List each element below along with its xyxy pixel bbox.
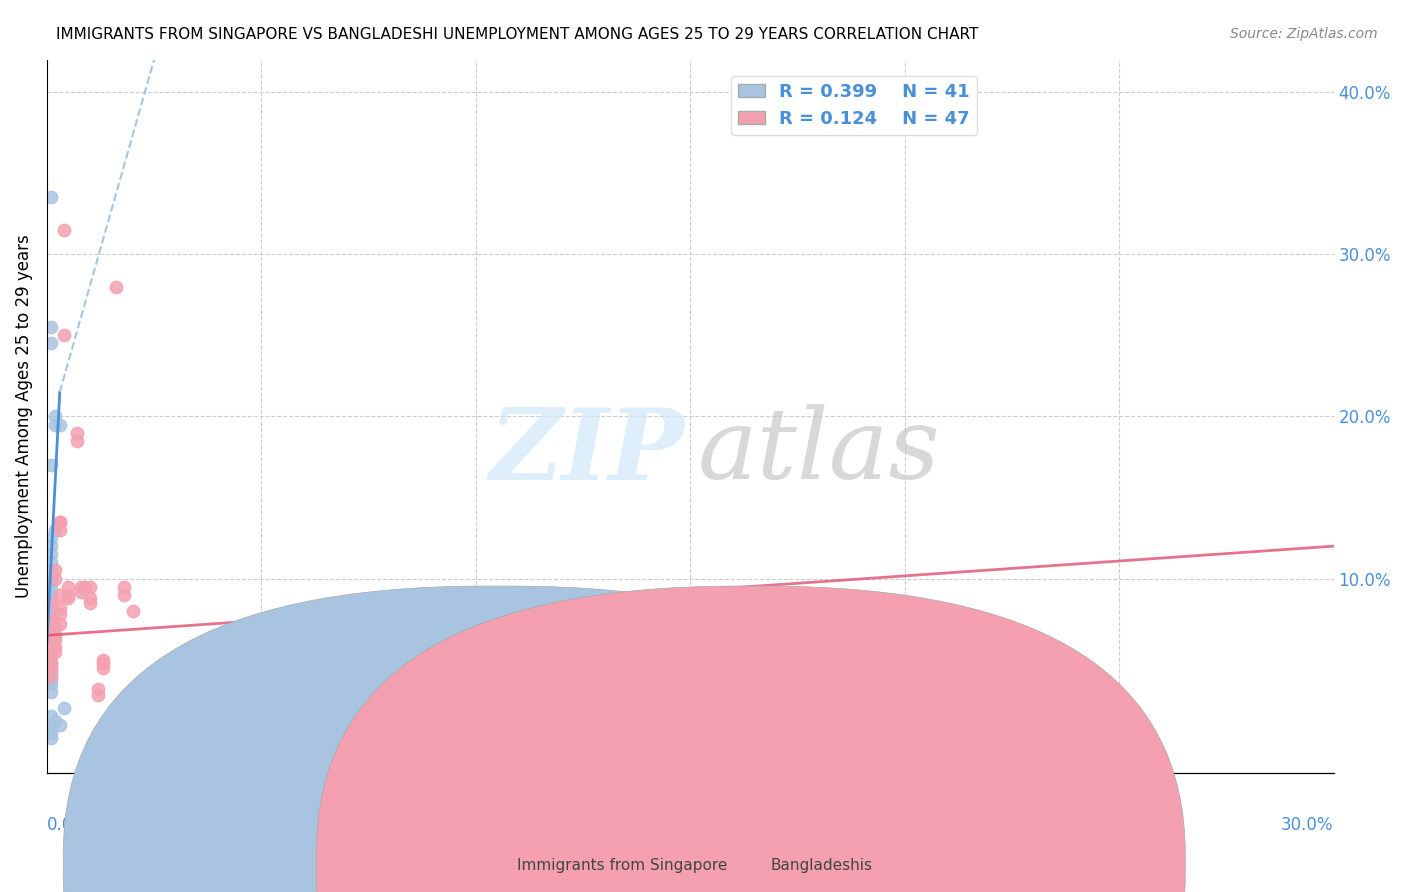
Point [39, 644, 62, 658]
Point [39, 636, 62, 650]
Point [39, 649, 62, 664]
Point [39, 644, 62, 658]
Text: Bangladeshis: Bangladeshis [770, 858, 873, 872]
Point [39, 604, 62, 618]
Point [104, 279, 127, 293]
Point [39, 547, 62, 561]
Text: Source: ZipAtlas.com: Source: ZipAtlas.com [1230, 27, 1378, 41]
Point [39, 628, 62, 642]
Point [49, 417, 72, 432]
Text: 0.0%: 0.0% [46, 816, 89, 834]
Text: Immigrants from Singapore: Immigrants from Singapore [517, 858, 728, 872]
Point [49, 515, 72, 529]
Y-axis label: Unemployment Among Ages 25 to 29 years: Unemployment Among Ages 25 to 29 years [15, 235, 32, 599]
Point [91, 656, 114, 670]
Point [39, 591, 62, 605]
Point [49, 523, 72, 537]
Point [75, 580, 97, 594]
Point [39, 336, 62, 351]
Point [87, 681, 110, 696]
Point [39, 458, 62, 472]
Point [39, 612, 62, 626]
Point [39, 661, 62, 675]
Point [39, 555, 62, 569]
Point [39, 677, 62, 691]
Point [39, 190, 62, 204]
Point [39, 564, 62, 578]
Point [53, 701, 76, 715]
Point [112, 580, 135, 594]
Point [44, 417, 66, 432]
Point [44, 633, 66, 648]
Point [66, 425, 89, 440]
Point [87, 689, 110, 703]
Text: atlas: atlas [697, 404, 941, 500]
Point [66, 434, 89, 448]
Text: 30.0%: 30.0% [1281, 816, 1334, 834]
Point [49, 515, 72, 529]
Point [58, 591, 80, 605]
Point [121, 604, 143, 618]
Point [39, 620, 62, 634]
Point [39, 596, 62, 610]
Point [39, 709, 62, 723]
Point [49, 717, 72, 731]
Point [53, 328, 76, 343]
Point [39, 580, 62, 594]
Point [39, 725, 62, 739]
Point [91, 661, 114, 675]
Point [39, 669, 62, 683]
Legend: R = 0.399    N = 41, R = 0.124    N = 47: R = 0.399 N = 41, R = 0.124 N = 47 [731, 76, 977, 136]
Point [39, 572, 62, 586]
Point [91, 653, 114, 667]
Point [39, 636, 62, 650]
Point [112, 588, 135, 602]
Point [49, 607, 72, 622]
Point [39, 721, 62, 735]
Point [53, 223, 76, 237]
Point [79, 596, 101, 610]
Point [39, 574, 62, 589]
Point [39, 320, 62, 334]
Point [39, 672, 62, 686]
Point [44, 564, 66, 578]
Point [39, 656, 62, 670]
Point [58, 580, 80, 594]
Point [39, 656, 62, 670]
Point [49, 588, 72, 602]
Point [39, 731, 62, 745]
Point [39, 665, 62, 680]
Point [44, 409, 66, 424]
Point [765, 685, 787, 699]
Point [44, 640, 66, 654]
Point [39, 685, 62, 699]
Point [49, 617, 72, 632]
Point [39, 661, 62, 675]
Point [39, 531, 62, 545]
Point [70, 580, 93, 594]
Point [39, 628, 62, 642]
Point [44, 523, 66, 537]
Point [44, 714, 66, 729]
Point [79, 591, 101, 605]
Point [79, 580, 101, 594]
Point [44, 644, 66, 658]
Point [39, 620, 62, 634]
Point [49, 600, 72, 615]
Point [44, 572, 66, 586]
Text: ZIP: ZIP [489, 404, 685, 500]
Point [39, 588, 62, 602]
Point [39, 607, 62, 622]
Point [70, 584, 93, 599]
Point [39, 539, 62, 553]
Point [39, 649, 62, 664]
Point [39, 612, 62, 626]
Point [44, 628, 66, 642]
Point [44, 620, 66, 634]
Point [39, 633, 62, 648]
Text: IMMIGRANTS FROM SINGAPORE VS BANGLADESHI UNEMPLOYMENT AMONG AGES 25 TO 29 YEARS : IMMIGRANTS FROM SINGAPORE VS BANGLADESHI… [56, 27, 979, 42]
Point [58, 588, 80, 602]
Point [39, 596, 62, 610]
